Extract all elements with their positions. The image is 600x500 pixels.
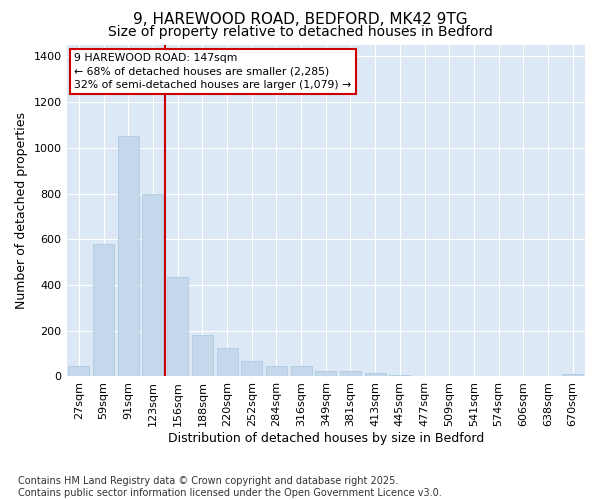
Bar (266, 366, 287, 376)
Bar (192, 336, 213, 376)
Bar (290, 366, 311, 376)
Text: 9, HAREWOOD ROAD, BEDFORD, MK42 9TG: 9, HAREWOOD ROAD, BEDFORD, MK42 9TG (133, 12, 467, 28)
Text: 9 HAREWOOD ROAD: 147sqm
← 68% of detached houses are smaller (2,285)
32% of semi: 9 HAREWOOD ROAD: 147sqm ← 68% of detache… (74, 54, 352, 90)
Bar (241, 361, 262, 376)
Bar (93, 244, 114, 376)
Bar (365, 373, 386, 376)
Text: Contains HM Land Registry data © Crown copyright and database right 2025.
Contai: Contains HM Land Registry data © Crown c… (18, 476, 442, 498)
Bar (167, 277, 188, 376)
X-axis label: Distribution of detached houses by size in Bedford: Distribution of detached houses by size … (167, 432, 484, 445)
Text: Size of property relative to detached houses in Bedford: Size of property relative to detached ho… (107, 25, 493, 39)
Bar (340, 372, 361, 376)
Bar (217, 348, 238, 376)
Bar (68, 366, 89, 376)
Y-axis label: Number of detached properties: Number of detached properties (15, 112, 28, 309)
Bar (315, 370, 336, 376)
Bar (142, 194, 163, 376)
Bar (118, 136, 139, 376)
Bar (562, 374, 583, 376)
